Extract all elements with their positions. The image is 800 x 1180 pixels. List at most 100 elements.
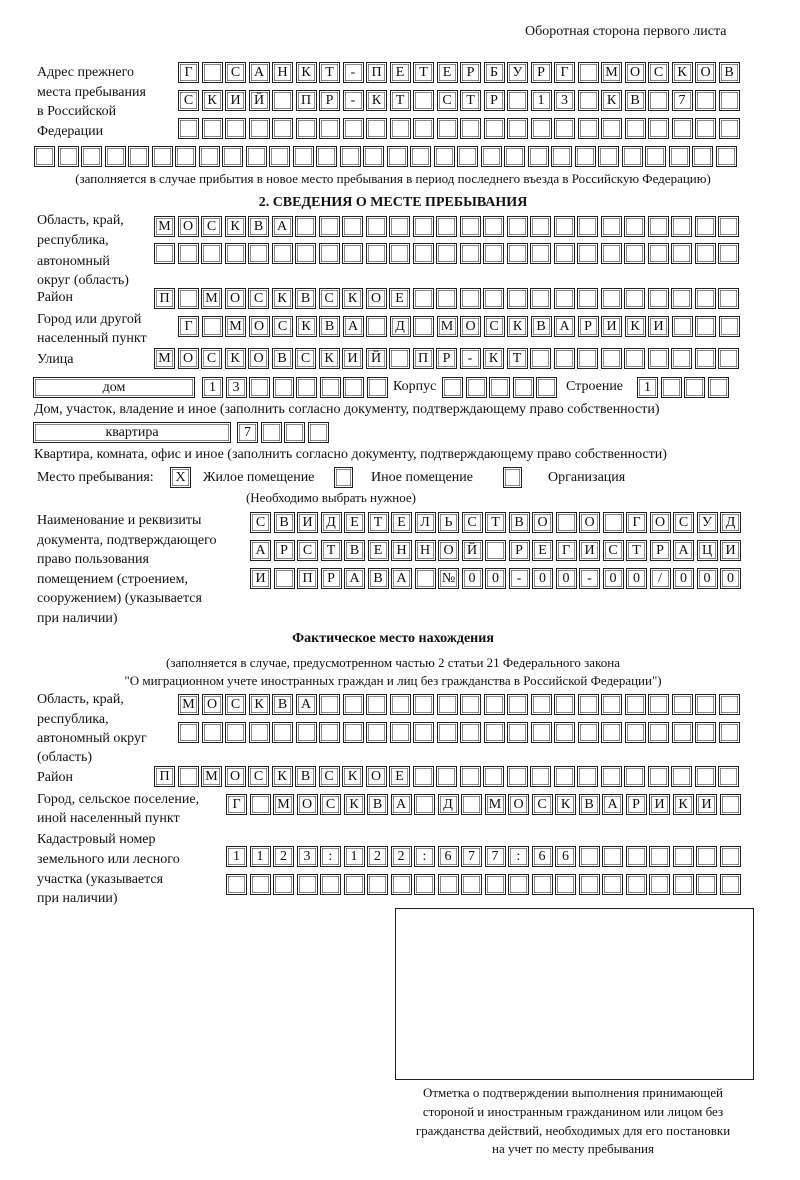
char-cell[interactable] bbox=[273, 568, 295, 589]
char-cell[interactable]: С bbox=[272, 316, 293, 337]
char-cell[interactable]: : bbox=[320, 846, 341, 867]
char-cell[interactable] bbox=[175, 146, 196, 167]
char-cell[interactable]: Б bbox=[483, 62, 505, 83]
char-cell[interactable] bbox=[460, 118, 481, 139]
char-cell[interactable]: С bbox=[320, 794, 341, 815]
char-cell[interactable]: О bbox=[438, 540, 459, 561]
cadastre-row[interactable] bbox=[226, 874, 743, 895]
char-cell[interactable] bbox=[507, 118, 528, 139]
char-cell[interactable] bbox=[553, 348, 575, 369]
char-cell[interactable]: Р bbox=[436, 348, 457, 369]
char-cell[interactable]: И bbox=[579, 540, 600, 561]
char-cell[interactable]: И bbox=[297, 512, 318, 533]
char-cell[interactable] bbox=[225, 722, 246, 743]
char-cell[interactable]: 0 bbox=[626, 568, 647, 589]
char-cell[interactable] bbox=[343, 377, 364, 398]
char-cell[interactable]: Р bbox=[320, 568, 342, 589]
char-cell[interactable]: О bbox=[624, 62, 646, 83]
char-cell[interactable] bbox=[715, 146, 737, 167]
char-cell[interactable] bbox=[696, 846, 717, 867]
char-cell[interactable] bbox=[506, 216, 528, 237]
char-cell[interactable]: И bbox=[342, 348, 363, 369]
char-cell[interactable]: К bbox=[201, 90, 223, 111]
char-cell[interactable]: Т bbox=[460, 90, 481, 111]
char-cell[interactable]: П bbox=[297, 568, 318, 589]
char-cell[interactable] bbox=[272, 377, 294, 398]
char-cell[interactable]: Д bbox=[320, 512, 342, 533]
char-cell[interactable] bbox=[621, 146, 643, 167]
char-cell[interactable] bbox=[718, 118, 740, 139]
char-cell[interactable]: С bbox=[201, 348, 222, 369]
char-cell[interactable] bbox=[480, 146, 502, 167]
char-cell[interactable]: А bbox=[342, 316, 364, 337]
char-cell[interactable] bbox=[389, 722, 411, 743]
char-cell[interactable] bbox=[695, 90, 716, 111]
char-cell[interactable]: 0 bbox=[720, 568, 741, 589]
char-cell[interactable] bbox=[601, 722, 622, 743]
char-cell[interactable] bbox=[342, 722, 364, 743]
char-cell[interactable]: П bbox=[154, 766, 175, 787]
char-cell[interactable] bbox=[554, 722, 575, 743]
char-cell[interactable]: Г bbox=[226, 794, 247, 815]
char-cell[interactable]: О bbox=[365, 288, 387, 309]
char-cell[interactable] bbox=[530, 348, 551, 369]
char-cell[interactable]: К bbox=[342, 288, 363, 309]
char-cell[interactable] bbox=[386, 146, 408, 167]
char-cell[interactable] bbox=[483, 243, 504, 264]
char-cell[interactable]: О bbox=[177, 348, 199, 369]
char-cell[interactable]: В bbox=[273, 512, 295, 533]
char-cell[interactable] bbox=[577, 118, 599, 139]
region-row[interactable] bbox=[154, 243, 742, 264]
char-cell[interactable] bbox=[81, 146, 102, 167]
char-cell[interactable]: 7 bbox=[237, 422, 258, 443]
char-cell[interactable] bbox=[649, 846, 670, 867]
char-cell[interactable] bbox=[413, 316, 434, 337]
char-cell[interactable] bbox=[177, 288, 199, 309]
char-cell[interactable]: С bbox=[461, 512, 483, 533]
char-cell[interactable]: 6 bbox=[531, 846, 553, 867]
char-cell[interactable]: Ц bbox=[696, 540, 718, 561]
char-cell[interactable]: Т bbox=[506, 348, 528, 369]
char-cell[interactable]: Д bbox=[389, 316, 411, 337]
char-cell[interactable] bbox=[269, 146, 290, 167]
char-cell[interactable] bbox=[104, 146, 126, 167]
char-cell[interactable]: А bbox=[390, 794, 412, 815]
char-cell[interactable] bbox=[457, 146, 478, 167]
char-cell[interactable] bbox=[319, 377, 341, 398]
char-cell[interactable]: К bbox=[671, 62, 693, 83]
char-cell[interactable] bbox=[553, 216, 575, 237]
char-cell[interactable] bbox=[318, 243, 340, 264]
char-cell[interactable] bbox=[414, 794, 435, 815]
char-cell[interactable]: Р bbox=[625, 794, 647, 815]
char-cell[interactable] bbox=[649, 874, 670, 895]
char-cell[interactable] bbox=[151, 146, 173, 167]
char-cell[interactable]: И bbox=[225, 90, 246, 111]
prev-address-row[interactable] bbox=[178, 118, 742, 139]
char-cell[interactable] bbox=[389, 216, 410, 237]
char-cell[interactable]: 6 bbox=[437, 846, 459, 867]
char-cell[interactable] bbox=[248, 243, 269, 264]
char-cell[interactable]: К bbox=[343, 794, 365, 815]
char-cell[interactable] bbox=[530, 288, 551, 309]
char-cell[interactable]: 1 bbox=[343, 846, 365, 867]
char-cell[interactable]: : bbox=[508, 846, 529, 867]
char-cell[interactable] bbox=[694, 766, 716, 787]
char-cell[interactable] bbox=[553, 766, 575, 787]
char-cell[interactable]: С bbox=[225, 694, 246, 715]
char-cell[interactable]: В bbox=[578, 794, 600, 815]
char-cell[interactable] bbox=[507, 90, 528, 111]
char-cell[interactable] bbox=[342, 118, 364, 139]
char-cell[interactable]: В bbox=[295, 766, 316, 787]
char-cell[interactable]: 7 bbox=[461, 846, 482, 867]
char-cell[interactable] bbox=[273, 874, 294, 895]
char-cell[interactable] bbox=[436, 243, 457, 264]
char-cell[interactable]: Е bbox=[436, 62, 458, 83]
char-cell[interactable] bbox=[530, 722, 552, 743]
char-cell[interactable]: У bbox=[696, 512, 718, 533]
actual-region-row[interactable] bbox=[178, 722, 742, 743]
char-cell[interactable]: А bbox=[271, 216, 293, 237]
char-cell[interactable]: 0 bbox=[673, 568, 694, 589]
